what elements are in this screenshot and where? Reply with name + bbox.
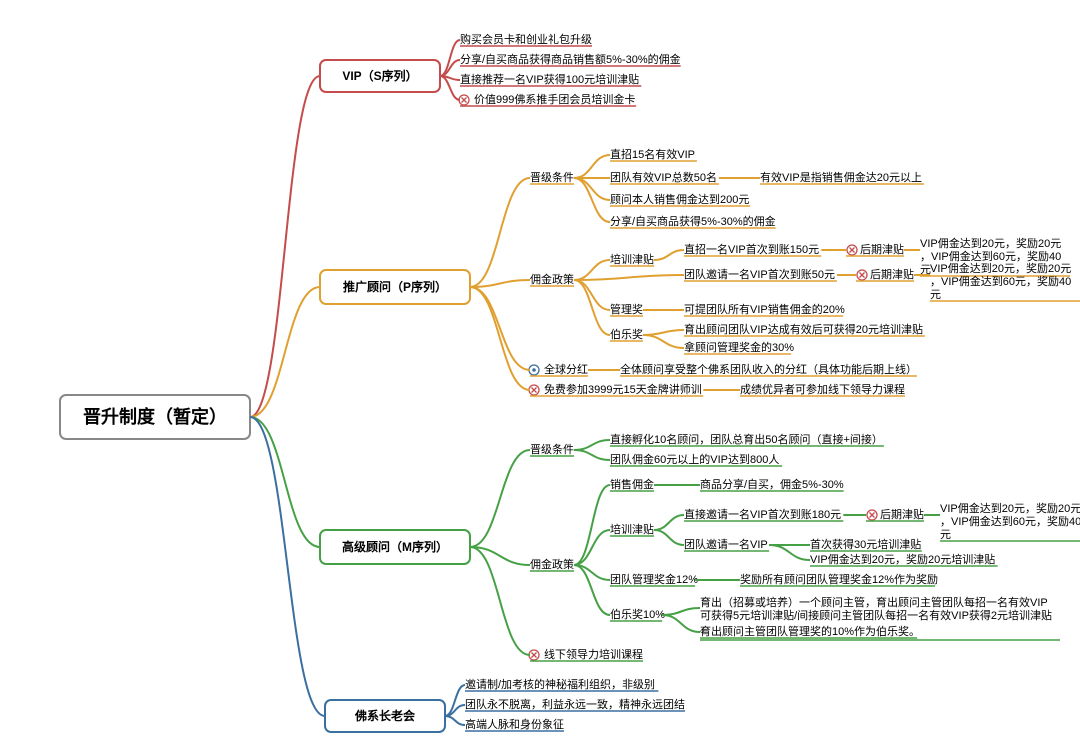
svg-text:培训津贴: 培训津贴 [610, 522, 654, 536]
svg-text:晋级条件: 晋级条件 [530, 442, 574, 456]
svg-text:佣金政策: 佣金政策 [530, 272, 574, 286]
svg-text:团队管理奖金12%: 团队管理奖金12% [610, 572, 698, 586]
svg-text:线下领导力培训课程: 线下领导力培训课程 [544, 647, 643, 661]
svg-text:可提团队所有VIP销售佣金的20%: 可提团队所有VIP销售佣金的20% [684, 302, 845, 316]
svg-text:直接推荐一名VIP获得100元培训津贴: 直接推荐一名VIP获得100元培训津贴 [460, 72, 639, 86]
svg-text:后期津贴: 后期津贴 [870, 267, 914, 281]
svg-text:VIP佣金达到20元，奖励20元: VIP佣金达到20元，奖励20元 [930, 261, 1071, 275]
svg-text:高端人脉和身份象征: 高端人脉和身份象征 [465, 717, 564, 731]
svg-text:推广顾问（P序列）: 推广顾问（P序列） [343, 279, 447, 294]
svg-text:首次获得30元培训津贴: 首次获得30元培训津贴 [810, 537, 921, 551]
svg-text:拿顾问管理奖金的30%: 拿顾问管理奖金的30% [684, 340, 794, 354]
svg-text:有效VIP是指销售佣金达20元以上: 有效VIP是指销售佣金达20元以上 [760, 170, 922, 184]
svg-text:团队永不脱离，利益永远一致，精神永远团结: 团队永不脱离，利益永远一致，精神永远团结 [465, 697, 685, 711]
svg-text:，VIP佣金达到60元，奖励40: ，VIP佣金达到60元，奖励40 [920, 249, 1061, 263]
svg-text:全球分红: 全球分红 [544, 362, 588, 376]
svg-text:育出顾问团队VIP达成有效后可获得20元培训津贴: 育出顾问团队VIP达成有效后可获得20元培训津贴 [684, 322, 923, 336]
svg-text:伯乐奖: 伯乐奖 [610, 327, 643, 341]
svg-text:奖励所有顾问团队管理奖金12%作为奖励: 奖励所有顾问团队管理奖金12%作为奖励 [740, 572, 938, 586]
svg-text:VIP（S序列）: VIP（S序列） [342, 68, 417, 83]
svg-text:育出（招募或培养）一个顾问主管，育出顾问主管团队每招一名有效: 育出（招募或培养）一个顾问主管，育出顾问主管团队每招一名有效VIP [700, 595, 1048, 609]
svg-text:团队佣金60元以上的VIP达到800人: 团队佣金60元以上的VIP达到800人 [610, 452, 779, 466]
svg-text:管理奖: 管理奖 [610, 302, 643, 316]
svg-text:直接邀请一名VIP首次到账180元: 直接邀请一名VIP首次到账180元 [684, 507, 841, 521]
svg-text:价值999佛系推手团会员培训金卡: 价值999佛系推手团会员培训金卡 [474, 92, 635, 106]
svg-text:，VIP佣金达到60元，奖励40: ，VIP佣金达到60元，奖励40 [940, 514, 1080, 528]
svg-text:后期津贴: 后期津贴 [880, 507, 924, 521]
svg-text:培训津贴: 培训津贴 [610, 252, 654, 266]
svg-text:分享/自买商品获得商品销售额5%-30%的佣金: 分享/自买商品获得商品销售额5%-30%的佣金 [460, 52, 681, 66]
svg-text:团队邀请一名VIP: 团队邀请一名VIP [684, 537, 768, 551]
svg-text:团队邀请一名VIP首次到账50元: 团队邀请一名VIP首次到账50元 [684, 267, 835, 281]
svg-text:团队有效VIP总数50名: 团队有效VIP总数50名 [610, 170, 717, 184]
svg-text:伯乐奖10%: 伯乐奖10% [610, 607, 665, 621]
svg-text:成绩优异者可参加线下领导力课程: 成绩优异者可参加线下领导力课程 [740, 382, 905, 396]
svg-text:全体顾问享受整个佛系团队收入的分红（具体功能后期上线）: 全体顾问享受整个佛系团队收入的分红（具体功能后期上线） [620, 362, 917, 376]
svg-text:VIP佣金达到20元，奖励20元: VIP佣金达到20元，奖励20元 [940, 501, 1080, 515]
svg-text:可获得5元培训津贴/间接顾问主管团队每招一名有效VIP获得2: 可获得5元培训津贴/间接顾问主管团队每招一名有效VIP获得2元培训津贴 [700, 608, 1052, 622]
svg-text:晋级条件: 晋级条件 [530, 170, 574, 184]
svg-text:顾问本人销售佣金达到200元: 顾问本人销售佣金达到200元 [610, 192, 749, 206]
svg-text:，VIP佣金达到60元，奖励40: ，VIP佣金达到60元，奖励40 [930, 274, 1071, 288]
svg-text:佛系长老会: 佛系长老会 [354, 708, 416, 723]
svg-text:直招一名VIP首次到账150元: 直招一名VIP首次到账150元 [684, 242, 819, 256]
svg-text:育出顾问主管团队管理奖的10%作为伯乐奖。: 育出顾问主管团队管理奖的10%作为伯乐奖。 [700, 624, 920, 638]
root-node: 晋升制度（暂定） [83, 406, 227, 427]
svg-text:高级顾问（M序列）: 高级顾问（M序列） [342, 539, 448, 554]
svg-text:佣金政策: 佣金政策 [530, 557, 574, 571]
svg-text:VIP佣金达到20元，奖励20元培训津贴: VIP佣金达到20元，奖励20元培训津贴 [810, 552, 995, 566]
svg-text:购买会员卡和创业礼包升级: 购买会员卡和创业礼包升级 [460, 32, 592, 46]
svg-text:免费参加3999元15天金牌讲师训: 免费参加3999元15天金牌讲师训 [544, 382, 702, 396]
svg-text:元: 元 [930, 289, 941, 301]
svg-text:直接孵化10名顾问，团队总育出50名顾问（直接+间接）: 直接孵化10名顾问，团队总育出50名顾问（直接+间接） [610, 432, 883, 446]
svg-text:分享/自买商品获得5%-30%的佣金: 分享/自买商品获得5%-30%的佣金 [610, 214, 776, 228]
svg-text:元: 元 [940, 529, 951, 541]
svg-text:直招15名有效VIP: 直招15名有效VIP [610, 147, 695, 161]
svg-text:VIP佣金达到20元，奖励20元: VIP佣金达到20元，奖励20元 [920, 236, 1061, 250]
svg-text:邀请制/加考核的神秘福利组织，非级别: 邀请制/加考核的神秘福利组织，非级别 [465, 677, 655, 691]
svg-text:销售佣金: 销售佣金 [610, 477, 654, 491]
mindmap-canvas: 晋升制度（暂定） VIP（S序列） 购买会员卡和创业礼包升级分享/自买商品获得商品销… [0, 0, 1080, 756]
svg-text:商品分享/自买，佣金5%-30%: 商品分享/自买，佣金5%-30% [700, 477, 844, 491]
svg-text:后期津贴: 后期津贴 [860, 242, 904, 256]
